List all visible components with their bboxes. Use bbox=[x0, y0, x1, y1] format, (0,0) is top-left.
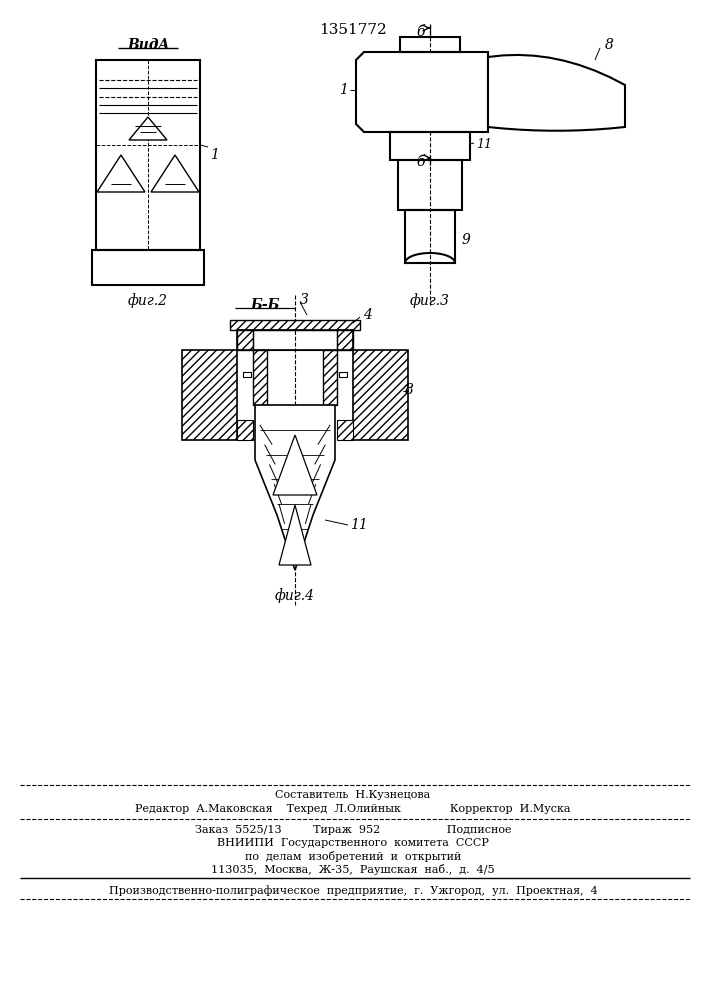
Text: 8: 8 bbox=[405, 383, 414, 397]
Bar bbox=[253, 330, 337, 350]
Polygon shape bbox=[97, 155, 145, 192]
Text: 113035,  Москва,  Ж-35,  Раушская  наб.,  д.  4/5: 113035, Москва, Ж-35, Раушская наб., д. … bbox=[211, 864, 495, 875]
Text: б: б bbox=[416, 155, 425, 169]
Bar bbox=[337, 420, 353, 440]
Bar bbox=[323, 350, 337, 405]
Text: ВидA: ВидA bbox=[127, 38, 169, 52]
Bar bbox=[405, 210, 455, 263]
Text: по  делам  изобретений  и  открытий: по делам изобретений и открытий bbox=[245, 851, 461, 862]
Text: фиг.3: фиг.3 bbox=[410, 293, 450, 308]
Text: ВНИИПИ  Государственного  комитета  СССР: ВНИИПИ Государственного комитета СССР bbox=[217, 838, 489, 848]
Bar bbox=[337, 330, 353, 350]
Text: фиг.2: фиг.2 bbox=[128, 293, 168, 308]
Polygon shape bbox=[129, 117, 167, 140]
Bar bbox=[92, 250, 204, 285]
Bar bbox=[390, 132, 470, 160]
Bar bbox=[96, 60, 200, 250]
Bar bbox=[182, 350, 237, 440]
Polygon shape bbox=[273, 435, 317, 495]
Bar bbox=[339, 372, 347, 377]
Bar bbox=[230, 320, 360, 330]
Text: Производственно-полиграфическое  предприятие,  г.  Ужгород,  ул.  Проектная,  4: Производственно-полиграфическое предприя… bbox=[109, 885, 597, 896]
Text: 11: 11 bbox=[350, 518, 368, 532]
Text: 9: 9 bbox=[462, 233, 471, 247]
Bar bbox=[237, 330, 353, 350]
Bar bbox=[237, 330, 253, 350]
Text: 4: 4 bbox=[363, 308, 372, 322]
Text: 1351772: 1351772 bbox=[319, 23, 387, 37]
Polygon shape bbox=[151, 155, 199, 192]
Text: б: б bbox=[416, 25, 425, 39]
Bar bbox=[353, 350, 408, 440]
Polygon shape bbox=[279, 505, 311, 565]
Bar bbox=[253, 350, 267, 405]
Text: фиг.4: фиг.4 bbox=[275, 588, 315, 603]
Bar bbox=[398, 160, 462, 210]
Bar bbox=[243, 372, 251, 377]
Polygon shape bbox=[356, 52, 488, 132]
Bar bbox=[400, 37, 460, 52]
Text: 8: 8 bbox=[605, 38, 614, 52]
Text: 1: 1 bbox=[339, 83, 348, 97]
Text: Б-Б: Б-Б bbox=[250, 298, 280, 312]
Text: Заказ  5525/13         Тираж  952                   Подписное: Заказ 5525/13 Тираж 952 Подписное bbox=[194, 825, 511, 835]
Bar bbox=[237, 420, 253, 440]
Text: 1: 1 bbox=[210, 148, 219, 162]
Polygon shape bbox=[488, 55, 625, 131]
Text: Составитель  Н.Кузнецова: Составитель Н.Кузнецова bbox=[275, 790, 431, 800]
Text: Редактор  А.Маковская    Техред  Л.Олийнык              Корректор  И.Муска: Редактор А.Маковская Техред Л.Олийнык Ко… bbox=[135, 804, 571, 814]
Polygon shape bbox=[255, 405, 335, 570]
Text: 3: 3 bbox=[300, 293, 309, 307]
Text: 11: 11 bbox=[476, 137, 492, 150]
